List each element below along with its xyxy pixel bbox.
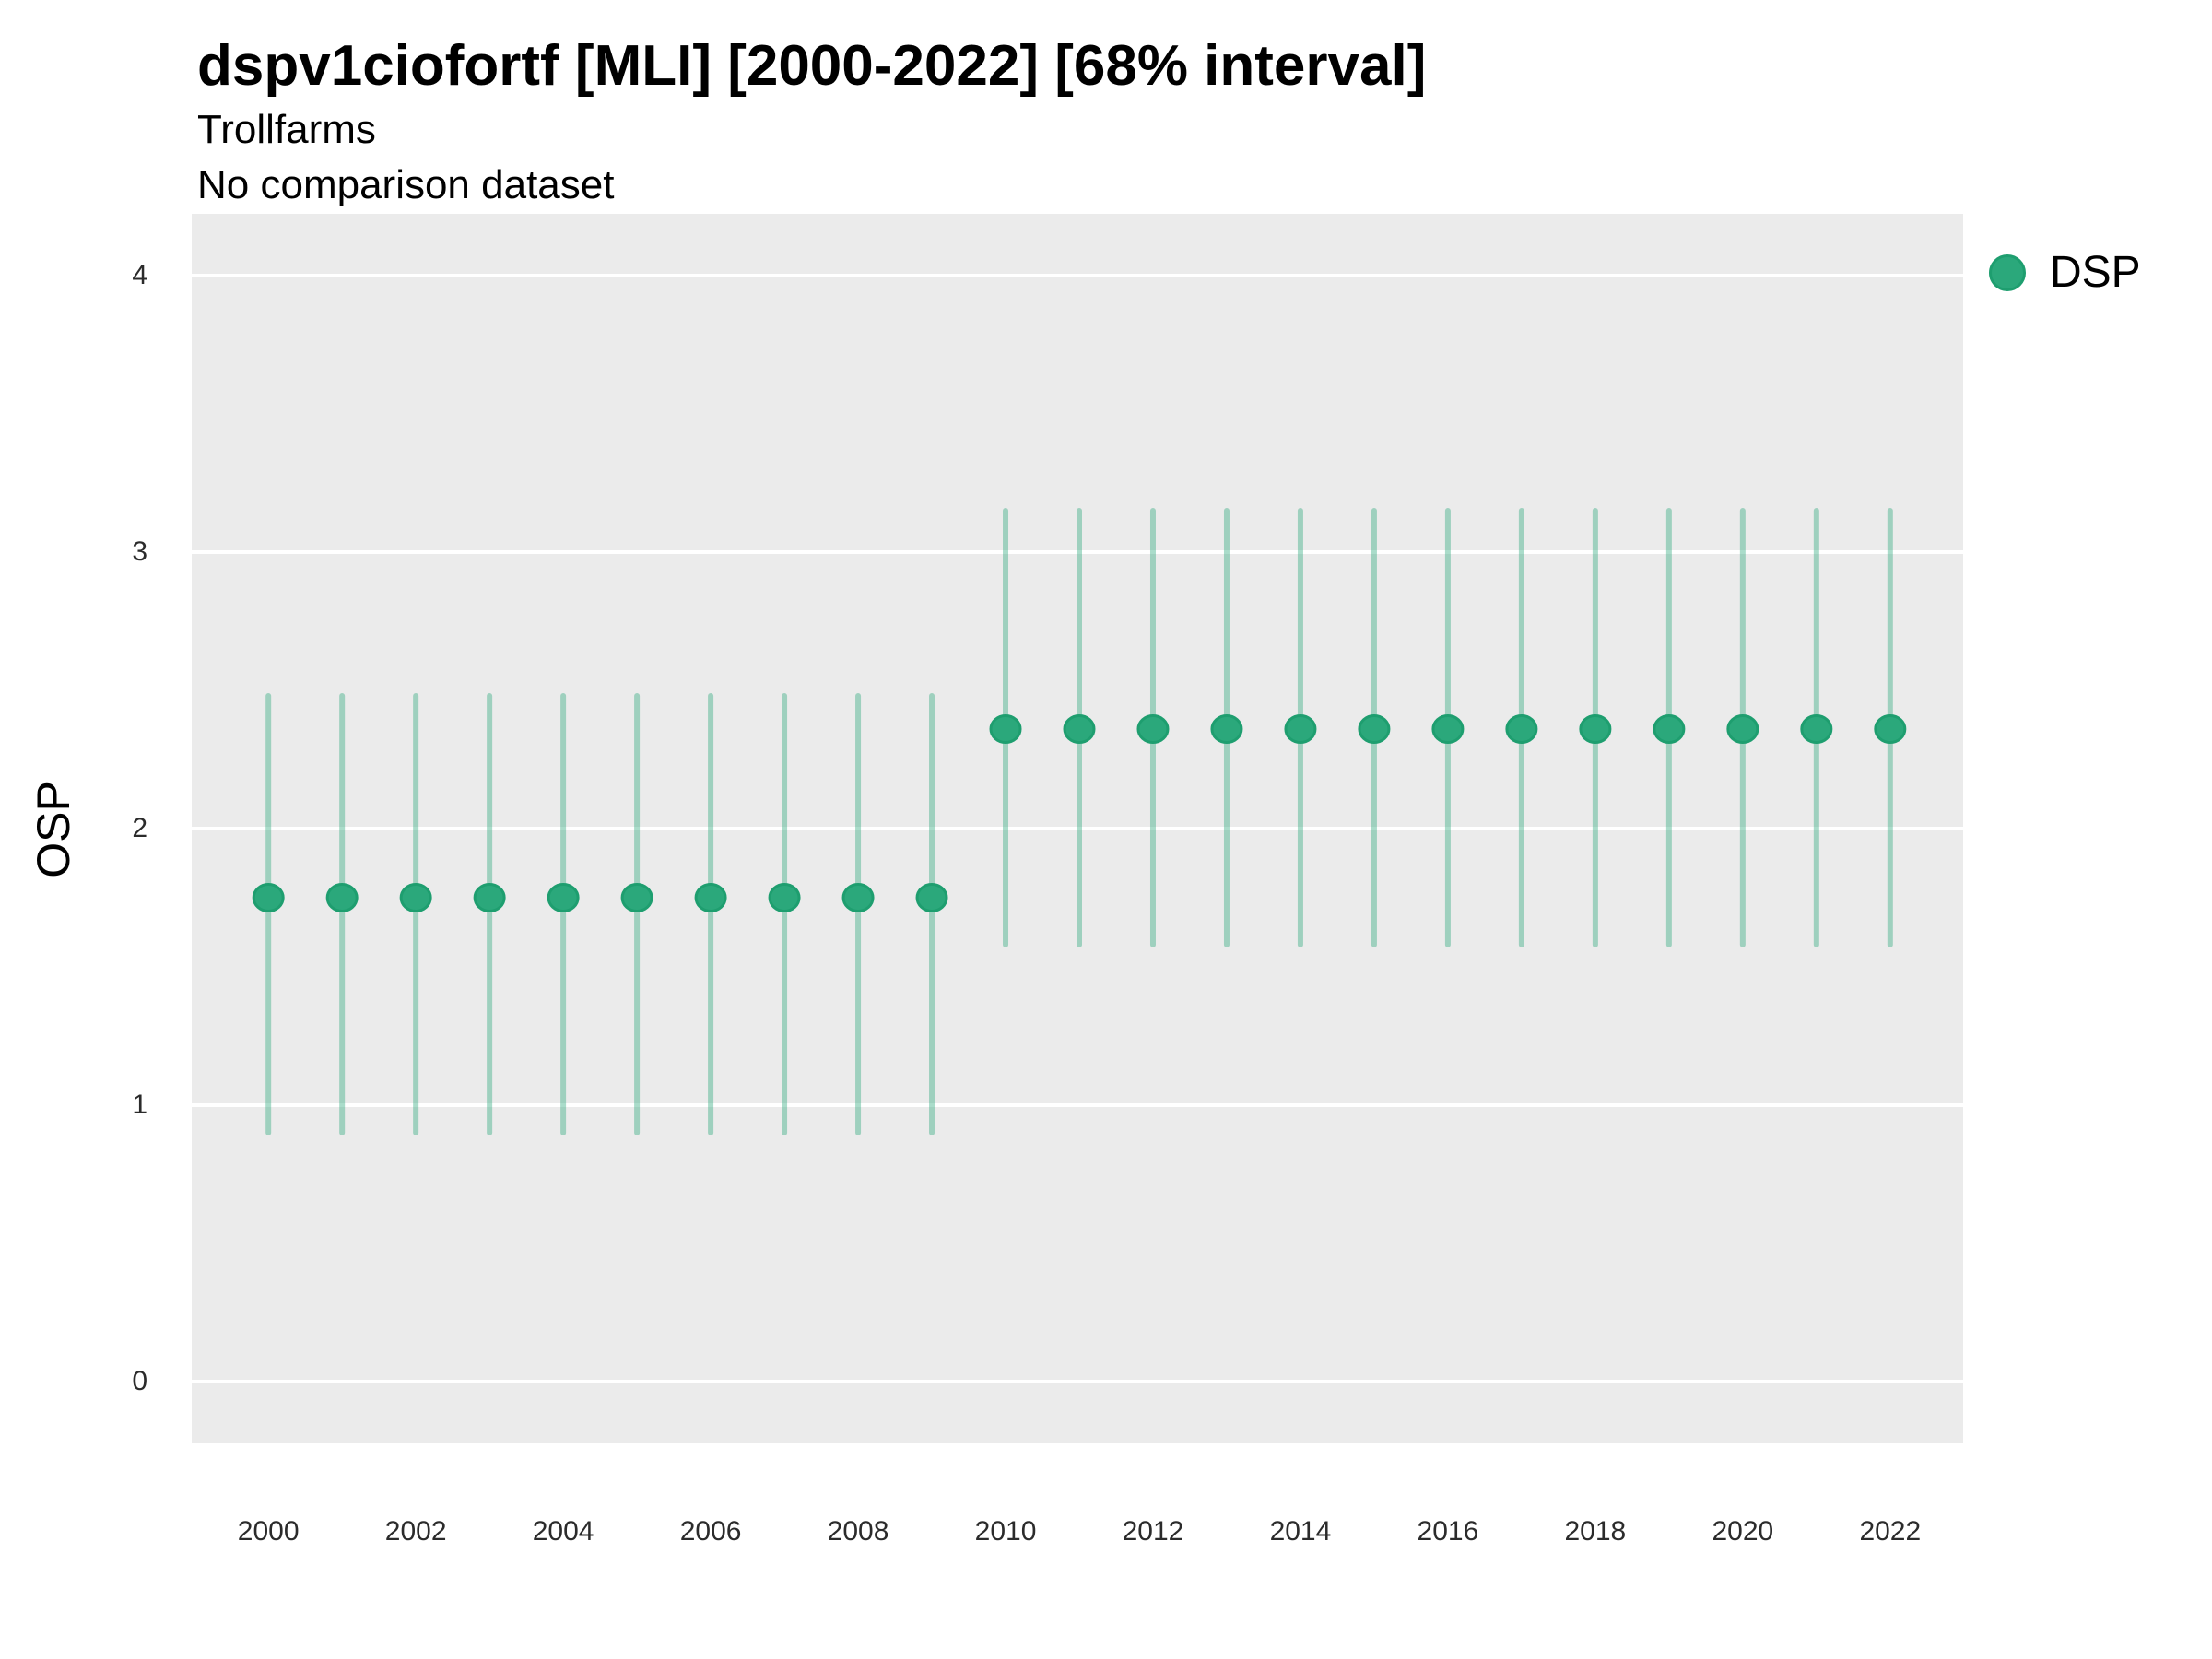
data-point — [252, 883, 285, 913]
x-tick-label: 2014 — [1269, 1516, 1332, 1547]
plot-panel — [192, 214, 1963, 1443]
data-point — [1874, 713, 1907, 744]
x-tick-label: 2012 — [1122, 1516, 1184, 1547]
data-point — [989, 713, 1022, 744]
y-tick-label: 0 — [132, 1366, 147, 1396]
legend-label: DSP — [2050, 248, 2141, 297]
data-point — [325, 883, 359, 913]
data-point — [1063, 713, 1096, 744]
data-point — [620, 883, 653, 913]
data-point — [1653, 713, 1686, 744]
chart-title: dspv1ciofortf [MLI] [2000-2022] [68% int… — [197, 34, 1427, 98]
y-tick-label: 4 — [132, 259, 147, 290]
data-point — [1284, 713, 1317, 744]
comparison-note: No comparison dataset — [197, 162, 615, 207]
data-point — [473, 883, 506, 913]
x-tick-label: 2018 — [1564, 1516, 1627, 1547]
y-tick-label: 3 — [132, 535, 147, 567]
data-point — [1505, 713, 1538, 744]
y-tick-label: 1 — [132, 1089, 147, 1120]
x-tick-label: 2000 — [237, 1516, 300, 1547]
x-tick-label: 2004 — [532, 1516, 594, 1547]
data-point — [1726, 713, 1759, 744]
data-point — [1431, 713, 1465, 744]
data-point — [547, 883, 580, 913]
data-point — [694, 883, 727, 913]
data-point — [915, 883, 948, 913]
x-tick-label: 2010 — [974, 1516, 1037, 1547]
data-point — [768, 883, 801, 913]
data-point — [841, 883, 875, 913]
legend: DSP — [1989, 247, 2141, 298]
data-point — [1579, 713, 1612, 744]
pointrange-chart — [192, 273, 1963, 1384]
x-tick-label: 2020 — [1712, 1516, 1774, 1547]
x-tick-label: 2006 — [679, 1516, 742, 1547]
data-point — [1210, 713, 1243, 744]
chart-subtitle: Trollfarms — [197, 107, 376, 152]
legend-point-icon — [1989, 253, 2026, 291]
x-tick-label: 2002 — [384, 1516, 447, 1547]
data-point — [1358, 713, 1391, 744]
data-point — [399, 883, 432, 913]
data-point — [1800, 713, 1833, 744]
x-tick-label: 2022 — [1859, 1516, 1922, 1547]
data-point — [1136, 713, 1170, 744]
x-tick-label: 2008 — [827, 1516, 889, 1547]
x-tick-label: 2016 — [1417, 1516, 1479, 1547]
y-tick-label: 2 — [132, 813, 147, 843]
